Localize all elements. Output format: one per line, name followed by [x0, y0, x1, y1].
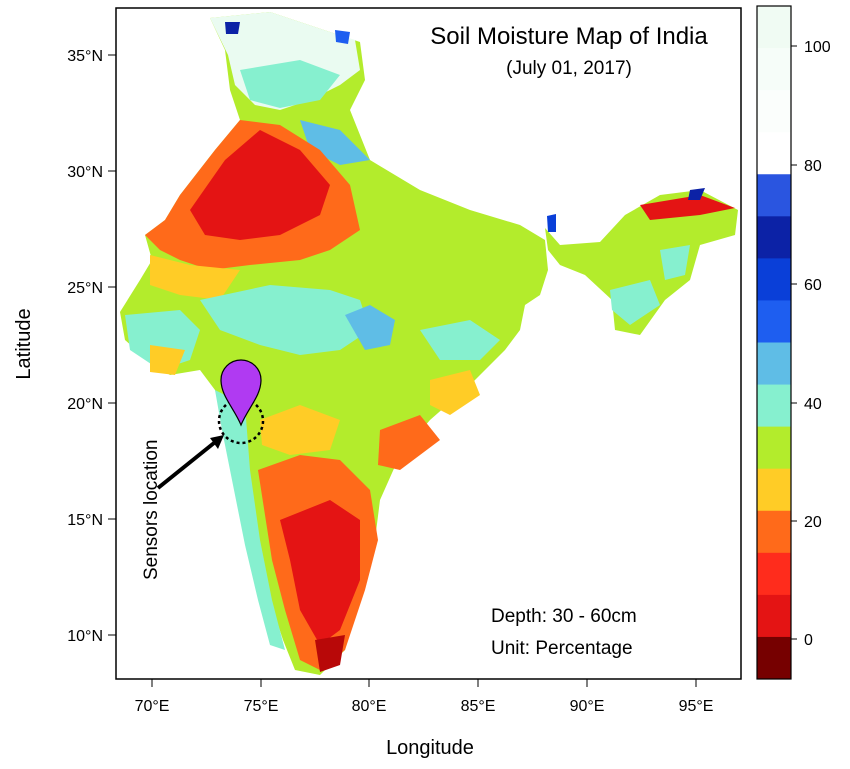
colorbar-cell	[757, 258, 791, 301]
east-cyan	[420, 320, 500, 360]
west-coast-strip	[215, 390, 285, 650]
colorbar: 100 80 60 40 20 0	[756, 5, 831, 680]
y-tick-label: 25°N	[67, 280, 103, 297]
colorbar-tick: 40	[804, 396, 822, 413]
colorbar-cell	[757, 468, 791, 512]
colorbar-cell	[757, 426, 791, 470]
y-tick-label: 20°N	[67, 396, 103, 413]
ne-cyan	[610, 280, 660, 325]
colorbar-cell	[757, 90, 791, 133]
x-tick-label: 75°E	[244, 698, 279, 715]
ne-red-streak	[640, 195, 735, 220]
sensor-label: Sensors location	[141, 440, 162, 580]
unit-label: Unit: Percentage	[491, 638, 633, 659]
x-tick-label: 80°E	[352, 698, 387, 715]
y-tick-label: 35°N	[67, 48, 103, 65]
ne-blue-speck	[688, 188, 705, 200]
kashmir-blue-speck-2	[335, 30, 350, 44]
y-tick-label: 30°N	[67, 164, 103, 181]
colorbar-cell	[757, 552, 791, 596]
x-tick-label: 85°E	[461, 698, 496, 715]
colorbar-cell	[757, 636, 791, 680]
y-axis: 35°N 30°N 25°N 20°N 15°N 10°N	[67, 48, 116, 645]
colorbar-cell	[757, 510, 791, 554]
colorbar-cell	[757, 594, 791, 638]
odisha-orange	[430, 370, 480, 415]
colorbar-tick: 0	[804, 632, 813, 649]
colorbar-tick: 60	[804, 277, 822, 294]
central-moist-zone	[200, 285, 370, 355]
depth-label: Depth: 30 - 60cm	[491, 606, 637, 627]
map-title: Soil Moisture Map of India	[430, 23, 708, 50]
colorbar-frame	[756, 5, 792, 680]
map-subtitle: (July 01, 2017)	[506, 58, 632, 79]
sensor-marker: Sensors location	[141, 359, 265, 580]
colorbar-tick: 100	[804, 39, 831, 56]
x-tick-label: 70°E	[135, 698, 170, 715]
central-blue-patch	[345, 305, 395, 350]
sikkim-blue	[547, 214, 556, 232]
colorbar-cell	[757, 216, 791, 259]
north-red-core	[190, 130, 330, 240]
sensor-arrowhead	[210, 435, 224, 449]
kashmir-blue-speck	[225, 22, 240, 34]
x-tick-label: 90°E	[570, 698, 605, 715]
y-axis-title: Latitude	[13, 308, 35, 379]
south-deep-red	[315, 635, 345, 672]
y-tick-label: 10°N	[67, 628, 103, 645]
east-coast-orange	[378, 415, 440, 470]
colorbar-cell	[757, 342, 791, 386]
colorbar-cell	[757, 48, 791, 91]
deccan-orange	[260, 405, 340, 455]
y-tick-label: 15°N	[67, 512, 103, 529]
x-axis: 70°E 75°E 80°E 85°E 90°E 95°E	[135, 679, 714, 715]
colorbar-cell	[757, 174, 791, 217]
colorbar-tick: 80	[804, 158, 822, 175]
colorbar-cell	[757, 300, 791, 343]
gujarat-orange	[150, 345, 185, 375]
south-red-core	[280, 500, 360, 645]
x-axis-title: Longitude	[386, 737, 474, 759]
west-orange	[150, 255, 240, 300]
northeast-region	[545, 190, 738, 335]
india-moisture-map	[120, 12, 738, 675]
location-pin-icon	[220, 359, 262, 427]
ne-cyan-2	[660, 245, 690, 280]
colorbar-cell	[757, 384, 791, 428]
colorbar-cell	[757, 132, 791, 175]
kashmir-cyan-patch	[240, 60, 340, 108]
x-tick-label: 95°E	[679, 698, 714, 715]
colorbar-cell	[757, 6, 791, 49]
colorbar-tick: 20	[804, 514, 822, 531]
sensor-arrow	[156, 441, 216, 490]
